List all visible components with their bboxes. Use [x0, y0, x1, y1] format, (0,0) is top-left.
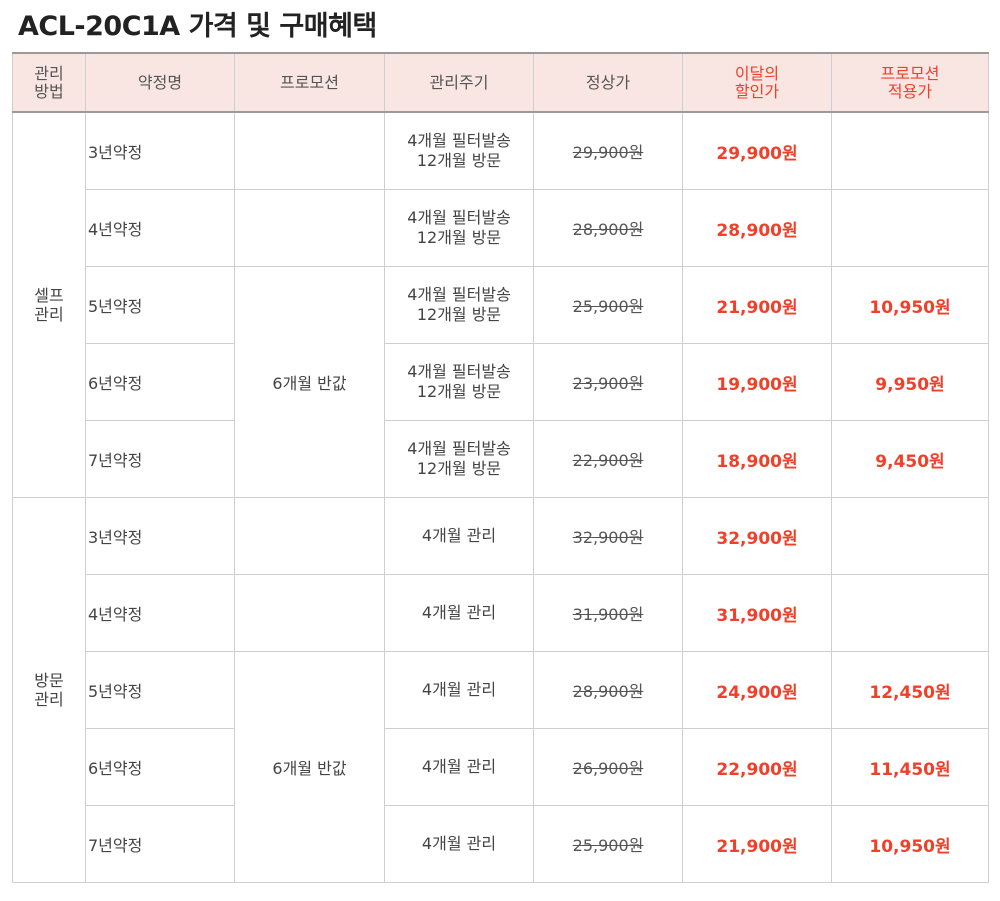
regular-price-strikethrough: 28,900원 — [572, 682, 644, 701]
table-row: 7년약정 4개월 관리 25,900원 21,900원 10,950원 — [13, 805, 989, 883]
discount-price-cell: 21,900원 — [682, 266, 832, 344]
header-regular-price: 정상가 — [533, 52, 683, 113]
plan-name-cell: 4년약정 — [85, 574, 235, 652]
regular-price-strikethrough: 25,900원 — [572, 836, 644, 855]
management-cycle-cell: 4개월 필터발송 12개월 방문 — [384, 111, 534, 190]
header-cycle: 관리주기 — [384, 52, 534, 113]
promotion-cell-empty — [234, 574, 385, 652]
regular-price-strikethrough: 26,900원 — [572, 759, 644, 778]
plan-name-cell: 3년약정 — [85, 497, 235, 575]
regular-price-strikethrough: 31,900원 — [572, 605, 644, 624]
header-promo-price: 프로모션 적용가 — [831, 52, 989, 113]
regular-price-strikethrough: 32,900원 — [572, 528, 644, 547]
promotion-cell: 6개월 반값 — [234, 266, 385, 498]
management-cycle-cell: 4개월 필터발송 12개월 방문 — [384, 189, 534, 267]
promo-price-cell — [831, 574, 989, 652]
discount-price-cell: 24,900원 — [682, 651, 832, 729]
management-cycle-cell: 4개월 필터발송 12개월 방문 — [384, 343, 534, 421]
table-row: 셀프 관리 3년약정 4개월 필터발송 12개월 방문 29,900원 29,900원 — [12, 111, 989, 498]
discount-price-cell: 19,900원 — [682, 343, 832, 421]
plan-name-cell: 5년약정 — [85, 266, 235, 344]
page-title: ACL-20C1A 가격 및 구매혜택 — [18, 11, 377, 42]
management-cycle-cell: 4개월 필터발송 12개월 방문 — [384, 420, 534, 498]
regular-price-cell: 23,900원 — [533, 343, 683, 421]
promo-price-cell: 12,450원 — [831, 651, 989, 729]
management-cycle-cell: 4개월 관리 — [384, 728, 534, 806]
management-cycle-cell: 4개월 관리 — [384, 651, 534, 729]
header-promotion: 프로모션 — [234, 52, 385, 113]
regular-price-cell: 31,900원 — [533, 574, 683, 652]
price-table: 관리 방법 약정명 프로모션 관리주기 정상가 이달의 할인가 프로모션 적용가 셀프… — [12, 52, 989, 883]
regular-price-cell: 28,900원 — [533, 189, 683, 267]
regular-price-strikethrough: 28,900원 — [572, 220, 644, 239]
table-row: 4년약정 4개월 관리 31,900원 31,900원 — [13, 574, 989, 652]
plan-name-cell: 6년약정 — [85, 343, 235, 421]
discount-price-cell: 18,900원 — [682, 420, 832, 498]
promo-price-cell: 11,450원 — [831, 728, 989, 806]
header-row: 관리 방법 약정명 프로모션 관리주기 정상가 이달의 할인가 프로모션 적용가 — [12, 52, 989, 113]
table-row: 방문 관리 3년약정 4개월 관리 32,900원 32,900원 — [12, 497, 989, 883]
table-row: 7년약정 4개월 필터발송 12개월 방문 22,900원 18,900원 9,450원 — [13, 420, 989, 498]
discount-price-cell: 32,900원 — [682, 497, 832, 575]
plan-name-cell: 3년약정 — [85, 111, 235, 190]
table-row: 5년약정 6개월 반값 4개월 필터발송 12개월 방문 25,900원 21,900원 1… — [13, 266, 989, 498]
promo-price-cell: 9,950원 — [831, 343, 989, 421]
management-cycle-cell: 4개월 관리 — [384, 805, 534, 883]
header-discount-price: 이달의 할인가 — [682, 52, 832, 113]
promotion-cell: 6개월 반값 — [234, 651, 385, 883]
promo-price-cell — [831, 189, 989, 267]
regular-price-strikethrough: 23,900원 — [572, 374, 644, 393]
regular-price-cell: 28,900원 — [533, 651, 683, 729]
promotion-cell-empty — [234, 111, 385, 190]
table-row: 4년약정 4개월 필터발송 12개월 방문 28,900원 28,900원 — [13, 189, 989, 267]
management-method-cell: 셀프 관리 — [12, 111, 86, 498]
promo-price-cell: 9,450원 — [831, 420, 989, 498]
regular-price-cell: 25,900원 — [533, 266, 683, 344]
regular-price-cell: 25,900원 — [533, 805, 683, 883]
plan-name-cell: 6년약정 — [85, 728, 235, 806]
regular-price-cell: 32,900원 — [533, 497, 683, 575]
promo-price-cell: 10,950원 — [831, 805, 989, 883]
management-cycle-cell: 4개월 관리 — [384, 497, 534, 575]
plan-name-cell: 7년약정 — [85, 420, 235, 498]
promo-price-cell: 10,950원 — [831, 266, 989, 344]
plan-name-cell: 5년약정 — [85, 651, 235, 729]
regular-price-cell: 26,900원 — [533, 728, 683, 806]
regular-price-strikethrough: 29,900원 — [572, 143, 644, 162]
regular-price-strikethrough: 22,900원 — [572, 451, 644, 470]
plan-name-cell: 7년약정 — [85, 805, 235, 883]
table-row: 6년약정 4개월 관리 26,900원 22,900원 11,450원 — [13, 728, 989, 806]
table-row: 6년약정 4개월 필터발송 12개월 방문 23,900원 19,900원 9,950원 — [13, 343, 989, 421]
discount-price-cell: 22,900원 — [682, 728, 832, 806]
plan-name-cell: 4년약정 — [85, 189, 235, 267]
promo-price-cell — [831, 111, 989, 190]
promotion-cell-empty — [234, 497, 385, 575]
management-cycle-cell: 4개월 필터발송 12개월 방문 — [384, 266, 534, 344]
management-method-cell: 방문 관리 — [12, 497, 86, 883]
discount-price-cell: 31,900원 — [682, 574, 832, 652]
regular-price-cell: 29,900원 — [533, 111, 683, 190]
regular-price-strikethrough: 25,900원 — [572, 297, 644, 316]
table-row: 5년약정 6개월 반값 4개월 관리 28,900원 24,900원 12,450원 — [13, 651, 989, 883]
discount-price-cell: 28,900원 — [682, 189, 832, 267]
header-plan: 약정명 — [85, 52, 235, 113]
promo-price-cell — [831, 497, 989, 575]
management-cycle-cell: 4개월 관리 — [384, 574, 534, 652]
regular-price-cell: 22,900원 — [533, 420, 683, 498]
promotion-cell-empty — [234, 189, 385, 267]
discount-price-cell: 21,900원 — [682, 805, 832, 883]
header-method: 관리 방법 — [12, 52, 86, 113]
discount-price-cell: 29,900원 — [682, 111, 832, 190]
